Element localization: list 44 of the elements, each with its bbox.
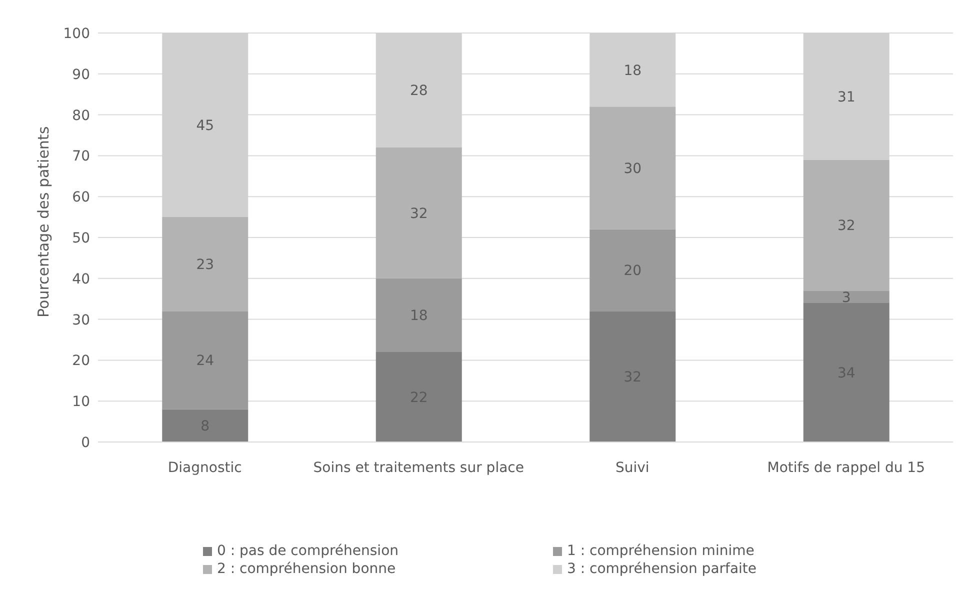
- bar: [803, 302, 890, 442]
- bar: [162, 409, 248, 442]
- y-tick-label: 60: [72, 190, 90, 206]
- data-label: 20: [624, 263, 642, 280]
- legend-label: 3 : compréhension parfaite: [567, 560, 757, 578]
- y-tick-label: 40: [72, 271, 90, 288]
- bar: [803, 290, 890, 303]
- x-tick-label: Suivi: [615, 460, 650, 476]
- data-label: 28: [410, 83, 428, 100]
- x-tick-label: Motifs de rappel du 15: [767, 460, 925, 476]
- data-label: 18: [410, 308, 428, 324]
- data-label: 30: [624, 160, 642, 177]
- data-label: 32: [410, 206, 428, 222]
- y-tick-label: 50: [72, 230, 90, 246]
- data-label: 31: [837, 89, 856, 106]
- bar: [590, 106, 676, 230]
- y-tick-label: 0: [81, 434, 90, 451]
- bar: [376, 278, 462, 352]
- y-tick-label: 10: [72, 394, 90, 410]
- x-tick-label: Diagnostic: [168, 460, 242, 476]
- bar: [376, 352, 462, 442]
- y-tick-label: 30: [72, 312, 90, 328]
- data-label: 3: [842, 290, 851, 306]
- bar: [590, 229, 676, 312]
- bar: [162, 217, 248, 312]
- legend-label: 2 : compréhension bonne: [217, 560, 396, 578]
- y-tick-label: 90: [72, 66, 90, 83]
- legend-label: 1 : compréhension minime: [567, 542, 754, 560]
- data-label: 23: [196, 257, 214, 274]
- data-label: 45: [196, 118, 214, 134]
- data-label: 18: [624, 62, 642, 79]
- y-tick-label: 70: [72, 148, 90, 165]
- bar: [376, 148, 462, 278]
- bar: [803, 160, 890, 291]
- y-tick-label: 100: [63, 26, 90, 42]
- bar: [590, 311, 676, 442]
- bar: [162, 311, 248, 410]
- legend-label: 0 : pas de compréhension: [217, 542, 399, 560]
- data-label: 32: [837, 218, 856, 234]
- y-tick-label: 20: [72, 353, 90, 370]
- data-label: 24: [196, 353, 214, 370]
- x-tick-label: Soins et traitements sur place: [313, 460, 524, 476]
- y-axis-title: Pourcentage des patients: [34, 126, 52, 318]
- y-tick-label: 80: [72, 108, 90, 124]
